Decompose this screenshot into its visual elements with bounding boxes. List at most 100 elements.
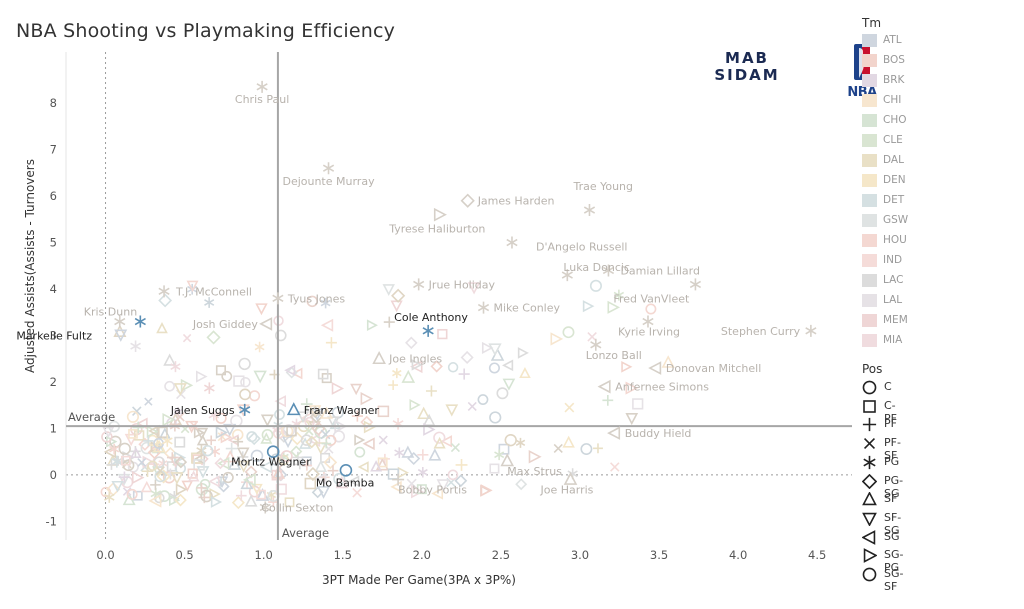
- background-point: [360, 392, 374, 406]
- legend-team-label: BOS: [883, 54, 905, 66]
- background-point: [114, 329, 128, 342]
- legend-team-item[interactable]: LAC: [862, 272, 982, 289]
- background-point: [109, 435, 122, 448]
- background-point: [301, 460, 313, 471]
- background-point: [613, 289, 625, 301]
- average-label-y: Average: [68, 410, 115, 424]
- background-point: [225, 442, 238, 455]
- background-point: [244, 494, 258, 507]
- background-point: [382, 284, 395, 296]
- legend-team-item[interactable]: CLE: [862, 132, 982, 149]
- background-point: [416, 484, 427, 495]
- point-label: Stephen Curry: [721, 325, 801, 338]
- background-point: [187, 470, 200, 482]
- background-point: [168, 494, 181, 507]
- legend-team-item[interactable]: MIA: [862, 332, 982, 349]
- background-point: [278, 454, 290, 466]
- background-point: [274, 329, 287, 342]
- background-point: [235, 490, 247, 502]
- data-point: [583, 204, 596, 217]
- background-point: [433, 431, 446, 444]
- legend-team-item[interactable]: HOU: [862, 232, 982, 249]
- data-point: [561, 269, 573, 282]
- background-point: [261, 429, 274, 441]
- background-point: [196, 482, 207, 494]
- background-point: [496, 387, 509, 400]
- legend-team-swatch: [862, 274, 877, 287]
- legend-marker: [863, 399, 876, 413]
- background-point: [155, 466, 165, 476]
- x-tick-label: 3.5: [650, 548, 668, 562]
- background-point: [248, 485, 261, 498]
- point-label: Fred VanVleet: [613, 292, 690, 305]
- background-point: [230, 414, 243, 428]
- background-point: [417, 406, 431, 420]
- legend-position-label: SF-SG: [884, 510, 902, 537]
- background-point: [132, 490, 143, 501]
- data-point: [286, 402, 301, 416]
- legend-team-item[interactable]: DEN: [862, 172, 982, 189]
- legend-marker: [862, 473, 877, 489]
- legend-team-item[interactable]: GSW: [862, 212, 982, 229]
- background-point: [164, 380, 175, 392]
- point-label: Kyrie Irving: [618, 326, 680, 339]
- background-point: [223, 423, 237, 437]
- legend-team-item[interactable]: DET: [862, 192, 982, 209]
- background-point: [589, 279, 602, 292]
- background-point: [174, 493, 187, 507]
- point-label: Damian Lillard: [620, 264, 700, 277]
- x-tick-label: 4.5: [808, 548, 826, 562]
- background-point: [455, 459, 468, 471]
- background-point: [331, 382, 345, 395]
- background-point: [150, 479, 161, 491]
- legend-team-item[interactable]: BRK: [862, 72, 982, 89]
- legend-team-swatch: [862, 94, 877, 107]
- legend-team-item[interactable]: CHI: [862, 92, 982, 109]
- background-point: [284, 364, 296, 377]
- background-point: [253, 370, 267, 384]
- legend-team-item[interactable]: BOS: [862, 52, 982, 69]
- legend-team-item[interactable]: LAL: [862, 292, 982, 309]
- legend-team-label: MIA: [883, 334, 903, 346]
- legend-position-label: PF: [884, 417, 897, 431]
- diamond-icon: [862, 473, 877, 489]
- background-point: [632, 398, 644, 410]
- background-point: [291, 367, 303, 380]
- background-point: [300, 434, 313, 446]
- data-point: [506, 236, 518, 249]
- background-point: [645, 303, 657, 315]
- legend-position-label: SG-SF: [884, 567, 904, 593]
- background-point: [593, 443, 603, 454]
- background-point: [227, 457, 242, 470]
- background-point: [354, 446, 366, 458]
- background-point: [410, 360, 423, 374]
- background-point: [425, 385, 437, 397]
- data-point: [266, 445, 280, 458]
- background-point: [202, 445, 214, 457]
- legend-team-item[interactable]: CHO: [862, 112, 982, 129]
- legend-team-swatch: [862, 134, 877, 147]
- legend-team-item[interactable]: IND: [862, 252, 982, 269]
- background-point: [320, 429, 331, 440]
- data-point: [590, 338, 602, 351]
- legend-position-label: PF-SF: [884, 436, 901, 463]
- circle-icon: [862, 567, 877, 582]
- background-point: [489, 411, 502, 424]
- data-point: [256, 80, 268, 93]
- data-point: [158, 285, 170, 298]
- background-point: [661, 355, 675, 368]
- legend-position-label: C-PF: [884, 398, 897, 425]
- legend-team-item[interactable]: MEM: [862, 312, 982, 329]
- point-label: Moritz Wagner: [231, 456, 311, 469]
- background-point: [562, 326, 575, 339]
- legend-team-label: GSW: [883, 214, 909, 226]
- background-point: [388, 380, 399, 390]
- data-point: [500, 453, 515, 467]
- background-point: [187, 468, 198, 479]
- legend-position-label: C: [884, 380, 892, 393]
- legend-team-item[interactable]: ATL: [862, 32, 982, 49]
- background-point: [173, 383, 187, 396]
- data-point: [642, 315, 654, 328]
- legend-team-item[interactable]: DAL: [862, 152, 982, 169]
- data-point: [114, 315, 126, 328]
